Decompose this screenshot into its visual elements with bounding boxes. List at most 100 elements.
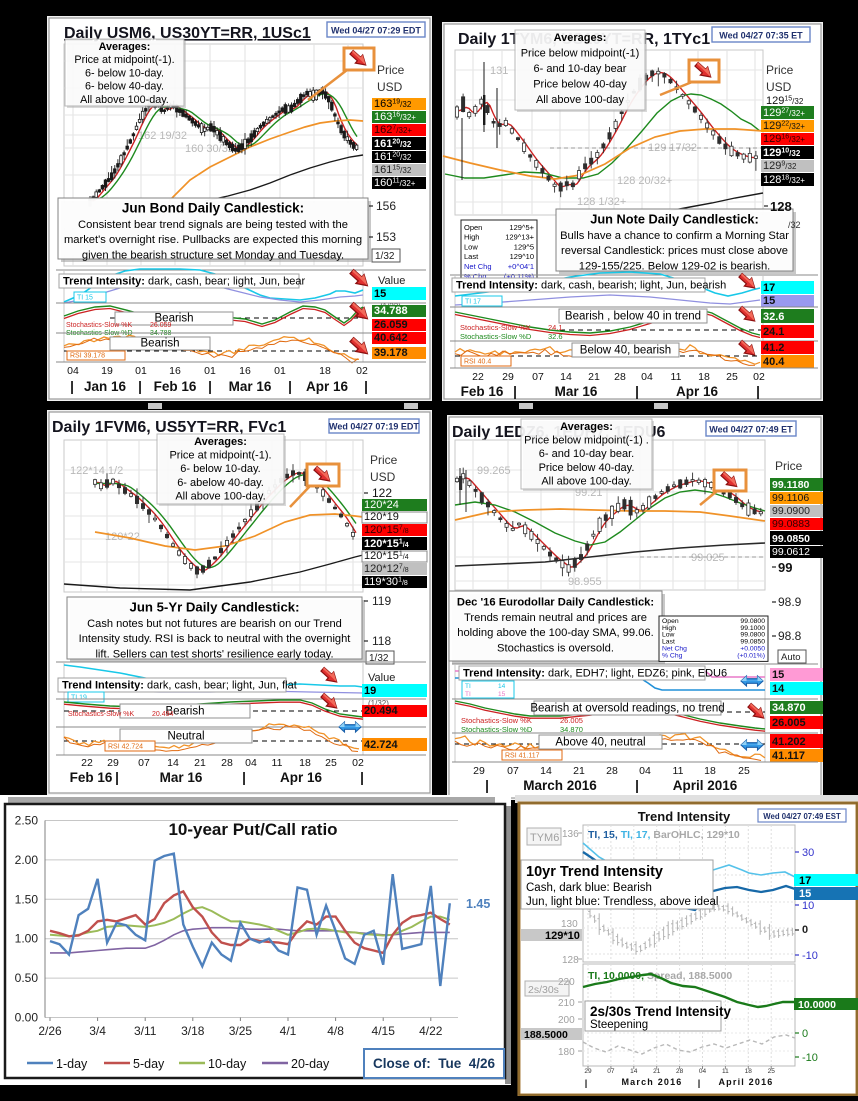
svg-text:129^5: 129^5 (514, 242, 534, 251)
svg-text:130: 130 (561, 919, 578, 930)
svg-text:6- abelow 40-day.: 6- abelow 40-day. (177, 477, 264, 489)
svg-text:12818/32+: 12818/32+ (763, 174, 805, 186)
svg-text:0: 0 (802, 924, 808, 936)
svg-text:26.005: 26.005 (772, 717, 806, 729)
svg-text:4/1: 4/1 (280, 1024, 297, 1038)
svg-text:3/25: 3/25 (229, 1024, 253, 1038)
svg-text:lift. Sellers can test shorts': lift. Sellers can test shorts' resilienc… (95, 648, 333, 660)
svg-text:01: 01 (204, 365, 216, 377)
svg-text:High: High (662, 625, 676, 632)
svg-text:99.0883: 99.0883 (772, 518, 810, 530)
svg-text:|: | (242, 770, 246, 785)
svg-text:99.1106: 99.1106 (772, 492, 809, 504)
svg-text:25: 25 (738, 765, 750, 777)
svg-text:10.0000: 10.0000 (798, 999, 836, 1011)
svg-text:RSI 42.724: RSI 42.724 (108, 744, 143, 751)
svg-text:TI: TI (465, 691, 471, 698)
svg-text:1-day: 1-day (56, 1057, 88, 1071)
svg-text:26.059: 26.059 (374, 319, 408, 331)
svg-text:Trend Intensity: dark, cash, b: Trend Intensity: dark, cash, bear; light… (62, 680, 297, 692)
svg-text:Wed 04/27 07:35 ET: Wed 04/27 07:35 ET (719, 31, 803, 41)
svg-text:3/4: 3/4 (89, 1024, 106, 1038)
svg-text:Apr 16: Apr 16 (676, 384, 719, 399)
svg-text:4/22: 4/22 (419, 1024, 443, 1038)
svg-text:120*19: 120*19 (364, 511, 399, 523)
svg-text:2/26: 2/26 (38, 1024, 62, 1038)
svg-text:6- below 10-day.: 6- below 10-day. (180, 463, 261, 475)
svg-text:99.0850: 99.0850 (772, 533, 810, 545)
svg-text:99: 99 (778, 560, 792, 575)
svg-text:|: | (756, 384, 760, 399)
svg-text:Stochastics-Slow %D: Stochastics-Slow %D (460, 332, 532, 341)
svg-text:15: 15 (498, 691, 506, 698)
svg-text:15: 15 (799, 888, 811, 900)
svg-text:Last: Last (464, 252, 479, 261)
svg-text:-10: -10 (802, 950, 818, 962)
svg-text:Feb 16: Feb 16 (461, 384, 504, 399)
svg-text:04: 04 (641, 371, 653, 383)
svg-text:32.6: 32.6 (548, 332, 563, 341)
svg-text:24.1: 24.1 (548, 323, 563, 332)
svg-text:Bearish: Bearish (155, 313, 194, 325)
svg-text:99.1180: 99.1180 (772, 479, 810, 491)
svg-text:16011/32+: 16011/32+ (374, 177, 416, 189)
svg-text:2.50: 2.50 (15, 814, 39, 828)
svg-text:Mar 16: Mar 16 (555, 384, 598, 399)
svg-text:2s/30s: 2s/30s (528, 984, 559, 996)
svg-text:Bearish , below 40 in trend: Bearish , below 40 in trend (565, 311, 701, 323)
svg-text:162 19/32: 162 19/32 (138, 130, 187, 142)
svg-text:10-day: 10-day (208, 1057, 247, 1071)
svg-text:market's overnight rise. Pullb: market's overnight rise. Pullbacks are e… (64, 234, 362, 246)
svg-text:Bearish: Bearish (166, 706, 205, 718)
svg-text:Steepening: Steepening (590, 1019, 648, 1031)
svg-text:Price at midpoint(-1).: Price at midpoint(-1). (169, 450, 271, 462)
svg-text:120*127/8: 120*127/8 (364, 563, 409, 575)
svg-text:99.0900: 99.0900 (772, 505, 810, 517)
svg-text:USD: USD (370, 470, 396, 484)
svg-text:22: 22 (472, 371, 484, 383)
svg-text:% Chg: % Chg (464, 272, 487, 281)
svg-text:129^5+: 129^5+ (509, 223, 534, 232)
svg-text:April 2016: April 2016 (718, 1077, 773, 1087)
svg-text:|: | (635, 778, 639, 793)
svg-text:18: 18 (319, 365, 331, 377)
svg-text:Price below midpoint(-1) .: Price below midpoint(-1) . (524, 435, 649, 447)
svg-text:|: | (635, 384, 639, 399)
svg-text:10-year Put/Call ratio: 10-year Put/Call ratio (168, 820, 337, 839)
svg-text:TI 17: TI 17 (465, 299, 481, 306)
svg-text:32.6: 32.6 (763, 311, 784, 323)
svg-text:25: 25 (768, 1068, 776, 1075)
svg-text:Daily 1FVM6, US5YT=RR, FVc1: Daily 1FVM6, US5YT=RR, FVc1 (52, 419, 286, 436)
svg-text:120*151/4: 120*151/4 (364, 538, 409, 550)
svg-text:12915/32: 12915/32 (766, 95, 804, 107)
svg-text:Consistent bear trend signals: Consistent bear trend signals are being … (78, 219, 348, 231)
svg-text:210: 210 (558, 998, 575, 1009)
svg-text:All above 100-day.: All above 100-day. (80, 94, 169, 106)
svg-text:Averages:: Averages: (554, 32, 607, 44)
svg-text:156: 156 (376, 199, 396, 213)
svg-text:14: 14 (540, 765, 552, 777)
svg-text:Stochastics-Slow %D: Stochastics-Slow %D (461, 725, 533, 734)
svg-text:99.0800: 99.0800 (740, 618, 765, 625)
svg-text:Averages:: Averages: (560, 421, 613, 433)
svg-text:29: 29 (584, 1068, 592, 1075)
svg-text:119: 119 (372, 594, 391, 608)
svg-text:Low: Low (662, 632, 675, 639)
svg-text:21: 21 (573, 765, 585, 777)
svg-text:07: 07 (607, 1068, 615, 1075)
svg-text:Jun Note Daily Candlestick:: Jun Note Daily Candlestick: (590, 212, 759, 227)
svg-text:Trend Intensity: dark, cash, b: Trend Intensity: dark, cash, bearish; li… (456, 280, 726, 292)
svg-text:All above 100-day.: All above 100-day. (541, 475, 631, 487)
svg-text:RSI 41.117: RSI 41.117 (505, 753, 540, 760)
svg-text:04: 04 (67, 365, 79, 377)
svg-text:04: 04 (245, 757, 257, 769)
svg-text:18: 18 (745, 1068, 753, 1075)
svg-text:Below 40, bearish: Below 40, bearish (580, 345, 671, 357)
svg-text:Price: Price (775, 459, 803, 473)
svg-text:129^10: 129^10 (510, 252, 534, 261)
svg-text:15: 15 (374, 288, 386, 300)
svg-text:122*14 1/2: 122*14 1/2 (70, 465, 123, 477)
svg-text:15: 15 (763, 295, 775, 307)
svg-text:20-day: 20-day (291, 1057, 330, 1071)
svg-text:(1/32): (1/32) (368, 699, 389, 708)
